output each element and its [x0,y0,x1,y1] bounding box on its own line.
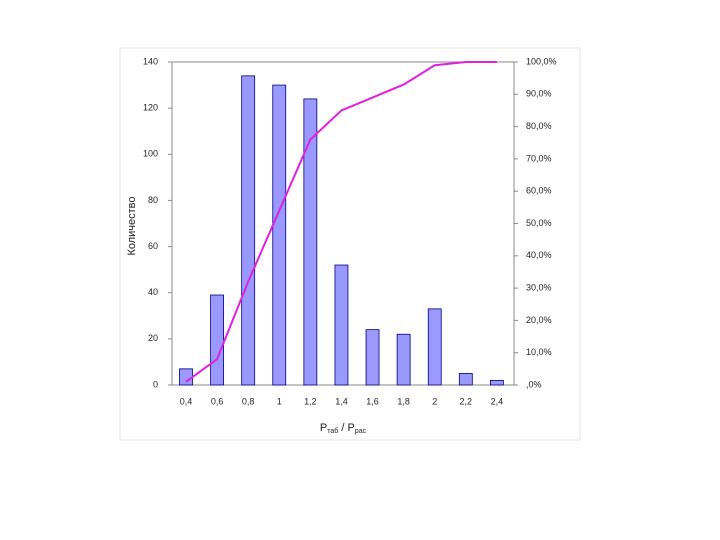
bar [210,294,224,386]
y2-tick-label: 40,0% [526,250,552,260]
y-tick-label: 40 [148,287,158,297]
x-label-sub: таб [327,427,338,435]
bar [427,308,442,386]
x-tick-label: 1,4 [335,396,348,406]
y2-tick-label: 60,0% [526,186,552,196]
y-tick-label: 100 [143,149,158,159]
x-label-part: / [338,422,347,434]
cumulative-line [185,61,497,383]
bar [241,75,256,386]
y2-tick-label: 80,0% [526,121,552,131]
bar [365,329,380,386]
x-tick-label: 0,8 [242,396,255,406]
y-tick-label: 80 [148,195,158,205]
y2-tick-label: 20,0% [526,315,552,325]
y-tick-label: 120 [143,103,158,113]
x-axis-label: Pтаб / Pрас [320,422,367,435]
bar [272,84,287,386]
y-tick-label: 140 [143,56,158,66]
y-tick-label: 20 [148,333,158,343]
x-tick-label: 1,6 [366,396,379,406]
bar [334,264,349,386]
y2-tick-label: 30,0% [526,282,552,292]
x-tick-label: 2,4 [491,396,504,406]
y2-tick-label: 100,0% [526,56,557,66]
y-tick-label: 60 [148,241,158,251]
y2-tick-label: 50,0% [526,218,552,228]
bar [458,373,473,386]
x-tick-label: 1,8 [397,396,410,406]
y2-tick-label: 10,0% [526,347,552,357]
x-tick-label: 0,4 [180,396,193,406]
y2-tick-label: 90,0% [526,89,552,99]
x-label-part: P [347,422,354,434]
x-label-sub: рас [355,428,367,435]
y-axis-label: Количество [126,196,138,255]
y2-tick-label: ,0% [526,379,542,389]
x-tick-label: 2,2 [460,396,473,406]
bar [396,333,411,386]
x-label-part: P [320,422,327,434]
x-tick-label: 1 [277,396,282,406]
x-tick-label: 1,2 [304,396,317,406]
y-tick-label: 0 [153,379,158,389]
bar [303,98,318,386]
y2-tick-label: 70,0% [526,153,552,163]
x-tick-label: 2 [432,396,437,406]
bar [179,368,193,386]
x-tick-label: 0,6 [211,396,224,406]
bar [489,379,504,386]
